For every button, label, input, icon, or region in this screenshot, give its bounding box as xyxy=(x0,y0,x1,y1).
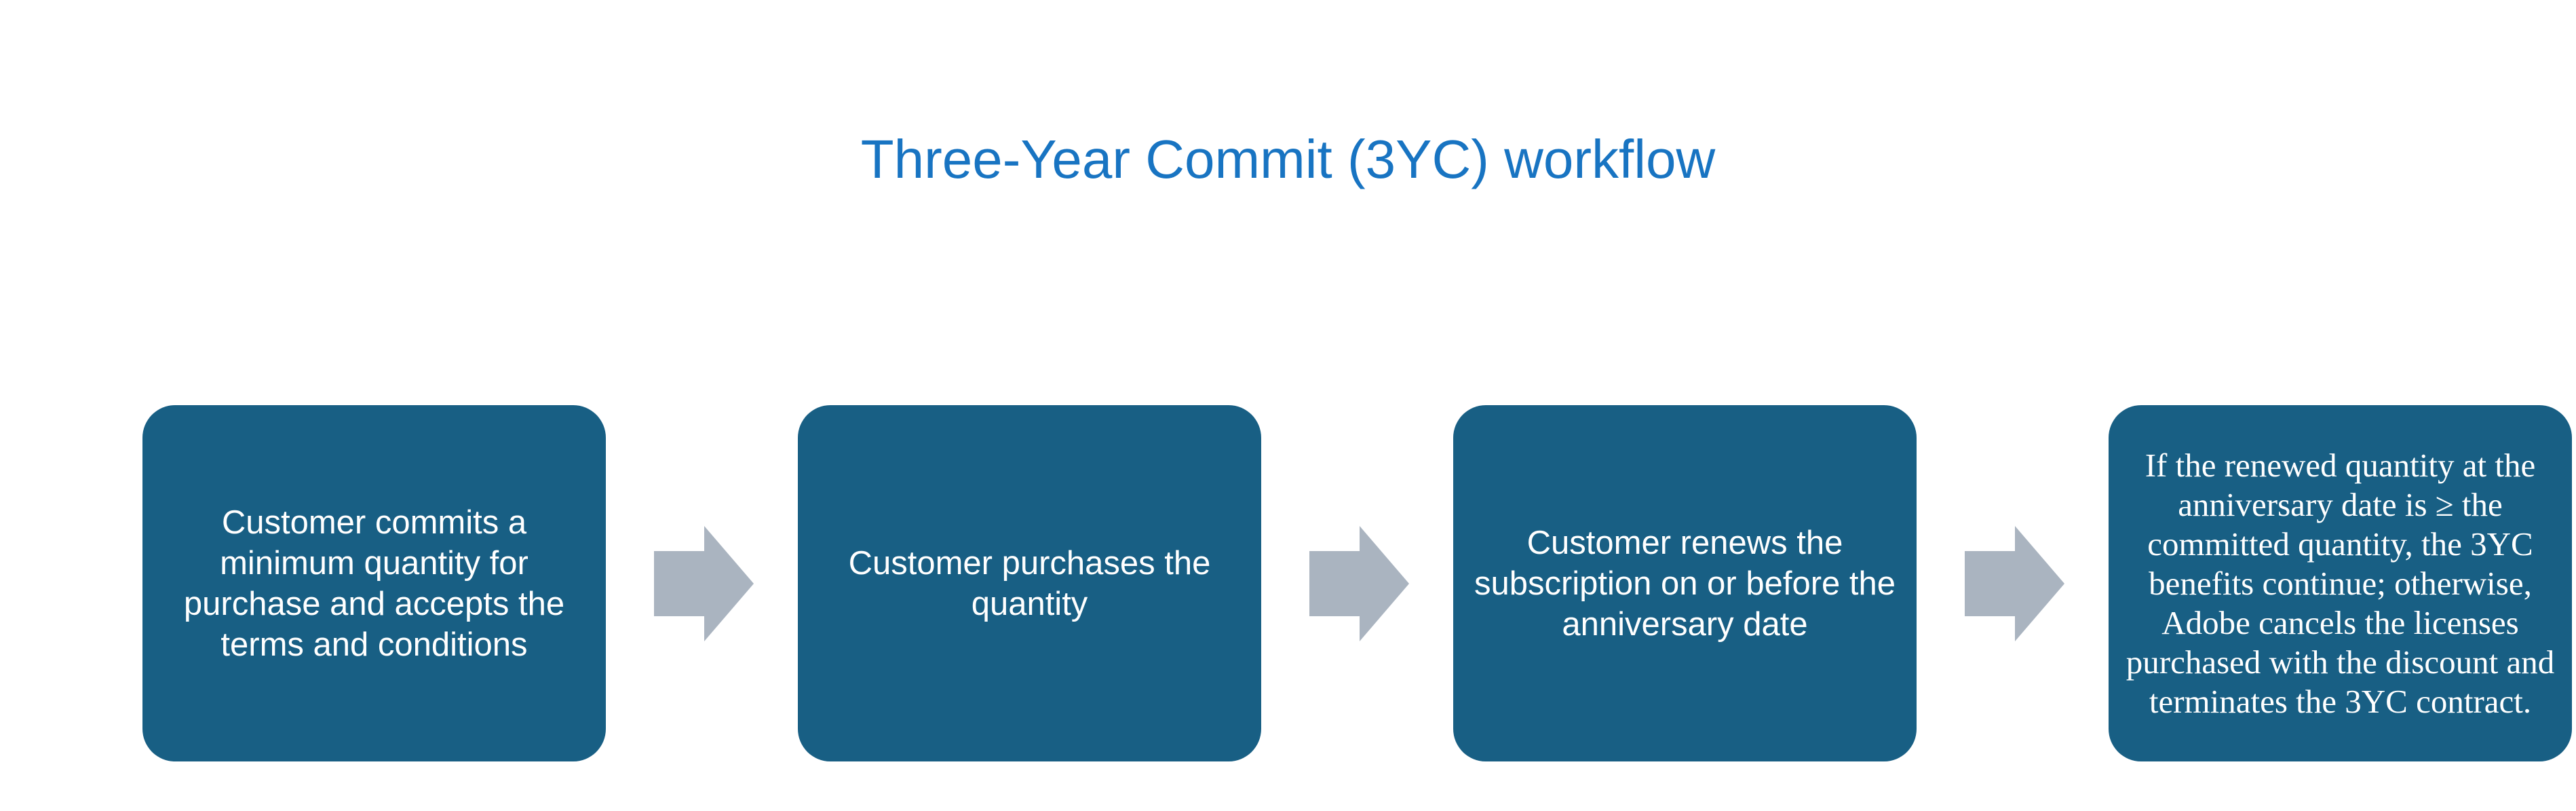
step-text: Customer renews the subscription on or b… xyxy=(1474,524,1896,643)
workflow-step-renew: Customer renews the subscription on or b… xyxy=(1453,405,1917,761)
workflow-step-purchase: Customer purchases the quantity xyxy=(798,405,1261,761)
step-text: If the renewed quantity at the anniversa… xyxy=(2126,446,2555,720)
workflow-step-outcome: If the renewed quantity at the anniversa… xyxy=(2109,405,2572,761)
step-text: Customer commits a minimum quantity for … xyxy=(183,504,565,663)
diagram-title: Three-Year Commit (3YC) workflow xyxy=(860,129,1716,189)
workflow-step-commit: Customer commits a minimum quantity for … xyxy=(142,405,606,761)
right-arrow-icon xyxy=(1309,526,1409,641)
right-arrow-icon xyxy=(1965,526,2064,641)
right-arrow-icon xyxy=(654,526,754,641)
step-text: Customer purchases the quantity xyxy=(848,544,1211,622)
